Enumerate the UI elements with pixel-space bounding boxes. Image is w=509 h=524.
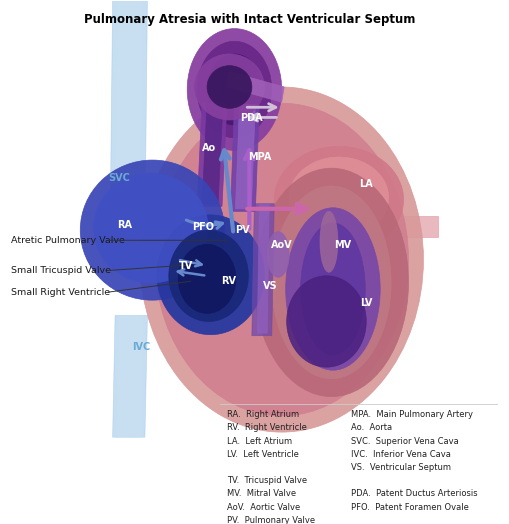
Polygon shape	[115, 1, 143, 229]
Ellipse shape	[207, 66, 252, 108]
Ellipse shape	[207, 54, 262, 125]
Text: PFO.  Patent Foramen Ovale: PFO. Patent Foramen Ovale	[351, 503, 469, 511]
Ellipse shape	[274, 146, 404, 253]
Text: MV: MV	[334, 241, 351, 250]
Text: SVC.  Superior Vena Cava: SVC. Superior Vena Cava	[351, 436, 459, 446]
Text: Small Tricuspid Valve: Small Tricuspid Valve	[11, 266, 110, 275]
Polygon shape	[202, 102, 223, 204]
Text: VS: VS	[263, 281, 277, 291]
Ellipse shape	[178, 244, 236, 313]
Polygon shape	[197, 102, 227, 206]
Text: LA.  Left Atrium: LA. Left Atrium	[227, 436, 292, 446]
Ellipse shape	[194, 54, 264, 120]
Polygon shape	[117, 315, 144, 437]
Text: RV: RV	[221, 276, 236, 286]
Polygon shape	[110, 1, 148, 229]
Text: PDA: PDA	[241, 114, 263, 124]
Text: Small Right Ventricle: Small Right Ventricle	[11, 288, 110, 297]
Text: IVC.  Inferior Vena Cava: IVC. Inferior Vena Cava	[351, 450, 451, 459]
Text: RV.  Right Ventricle: RV. Right Ventricle	[227, 423, 307, 432]
Polygon shape	[175, 232, 259, 252]
Ellipse shape	[157, 215, 264, 335]
Polygon shape	[231, 105, 259, 211]
Ellipse shape	[197, 41, 272, 138]
Polygon shape	[252, 204, 274, 336]
Ellipse shape	[155, 103, 409, 416]
Text: LA: LA	[359, 179, 373, 190]
Text: Atretic Pulmonary Valve: Atretic Pulmonary Valve	[11, 236, 125, 245]
Text: LV: LV	[360, 298, 373, 308]
Text: RA.  Right Atrium: RA. Right Atrium	[227, 410, 299, 419]
Text: Pulmonary Atresia with Intact Ventricular Septum: Pulmonary Atresia with Intact Ventricula…	[83, 14, 415, 26]
Ellipse shape	[254, 168, 409, 397]
Ellipse shape	[94, 173, 208, 283]
Polygon shape	[227, 72, 284, 102]
Ellipse shape	[140, 87, 423, 432]
Text: IVC: IVC	[132, 342, 150, 352]
Text: RA: RA	[118, 220, 132, 230]
Text: AoV.  Aortic Valve: AoV. Aortic Valve	[227, 503, 300, 511]
Text: PV: PV	[235, 225, 250, 235]
Ellipse shape	[289, 157, 389, 238]
Text: LV.  Left Ventricle: LV. Left Ventricle	[227, 450, 299, 459]
Ellipse shape	[272, 186, 391, 379]
Text: VS.  Ventricular Septum: VS. Ventricular Septum	[351, 463, 451, 472]
Ellipse shape	[169, 230, 248, 321]
Text: MPA.  Main Pulmonary Artery: MPA. Main Pulmonary Artery	[351, 410, 473, 419]
Text: PDA.  Patent Ductus Arteriosis: PDA. Patent Ductus Arteriosis	[351, 489, 478, 498]
Text: AoV: AoV	[271, 241, 293, 250]
Ellipse shape	[80, 160, 224, 300]
Text: Ao.  Aorta: Ao. Aorta	[351, 423, 392, 432]
Text: SVC: SVC	[108, 173, 130, 183]
Text: TV.  Tricuspid Valve: TV. Tricuspid Valve	[227, 476, 307, 485]
Text: MPA: MPA	[248, 151, 271, 161]
Ellipse shape	[267, 232, 289, 277]
Polygon shape	[236, 105, 256, 209]
Ellipse shape	[187, 29, 281, 150]
Polygon shape	[258, 205, 269, 333]
Text: PV.  Pulmonary Valve: PV. Pulmonary Valve	[227, 516, 315, 524]
Polygon shape	[359, 216, 438, 237]
Text: TV: TV	[179, 260, 193, 270]
Ellipse shape	[301, 223, 365, 355]
Text: MV.  Mitral Valve: MV. Mitral Valve	[227, 489, 296, 498]
Text: PFO: PFO	[192, 222, 215, 232]
Polygon shape	[112, 315, 148, 437]
Ellipse shape	[320, 211, 338, 272]
Ellipse shape	[286, 208, 380, 370]
Ellipse shape	[287, 276, 366, 367]
Text: Ao: Ao	[202, 143, 216, 153]
